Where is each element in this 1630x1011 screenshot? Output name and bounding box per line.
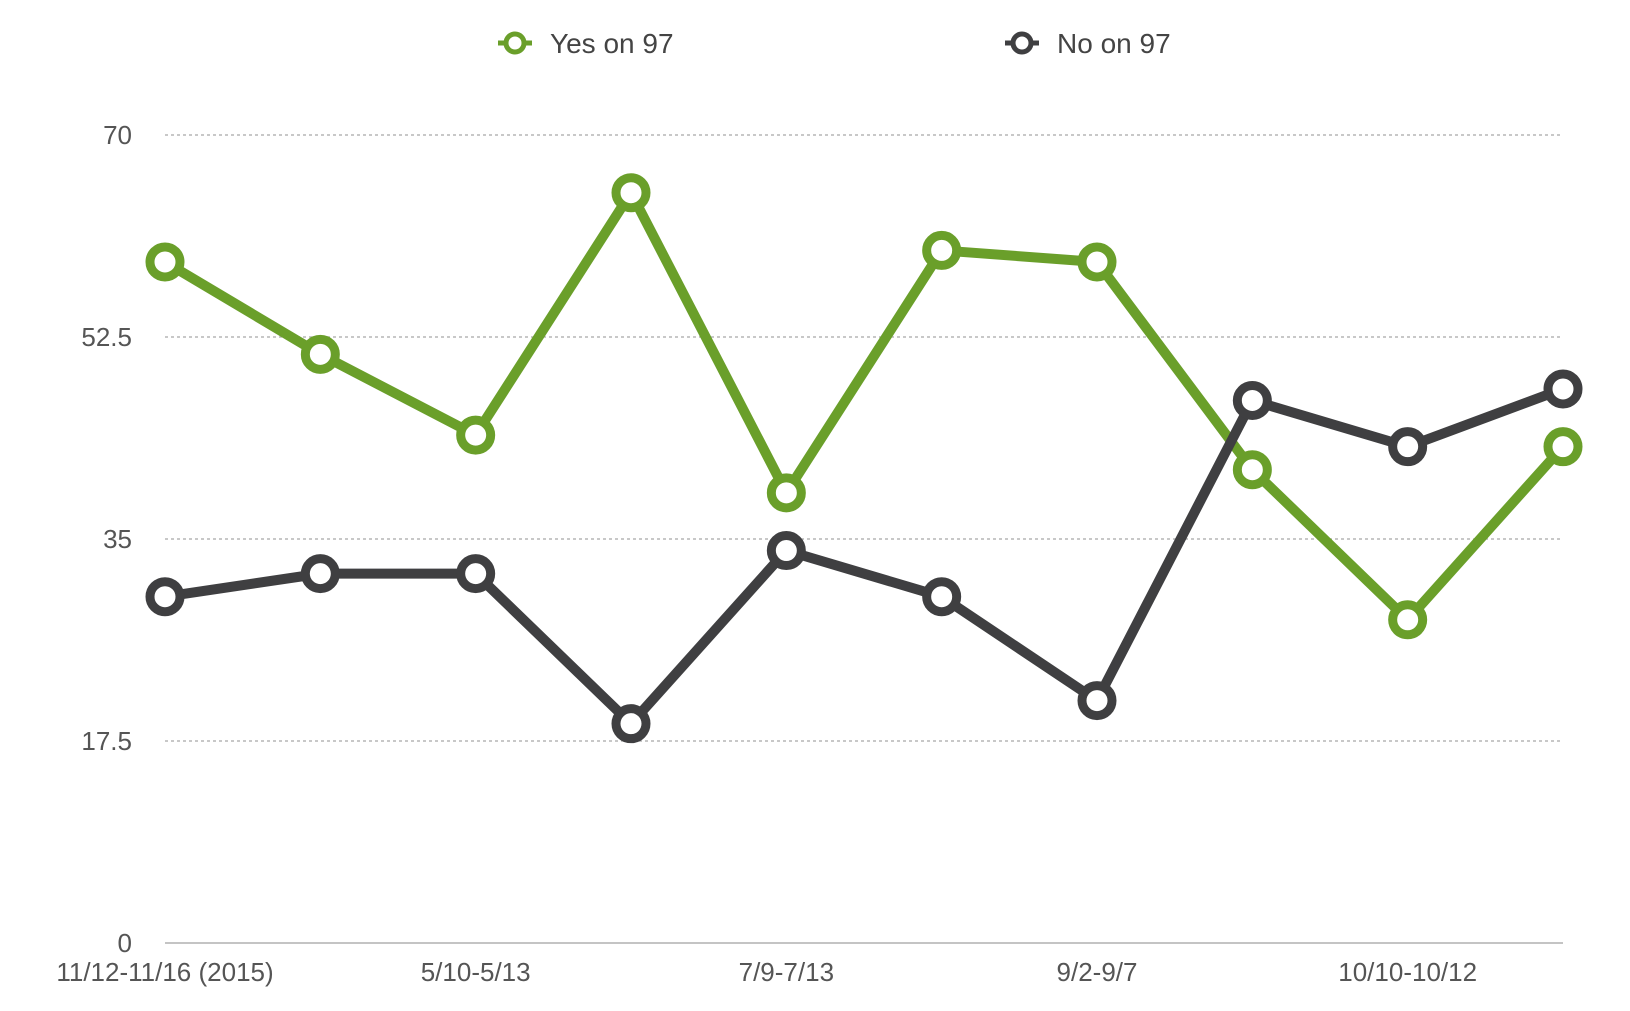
data-point[interactable] [145,242,185,282]
data-point[interactable] [1232,380,1272,420]
data-point[interactable] [300,334,340,374]
data-point[interactable] [1543,369,1583,409]
axis-layer: 0 17.5 35 52.5 70 11/12-11/16 (2015) 5/10-5/13… [56,120,1563,987]
y-tick-label: 52.5 [81,322,132,352]
data-point[interactable] [456,554,496,594]
series-line [160,383,1568,729]
data-point[interactable] [611,704,651,744]
series-yes-on-97 [145,173,1583,640]
data-point[interactable] [1388,427,1428,467]
x-tick-label: 10/10-10/12 [1338,957,1477,987]
data-point[interactable] [456,415,496,455]
legend-label: Yes on 97 [550,28,674,59]
x-tick-label: 5/10-5/13 [421,957,531,987]
legend-item-yes-on-97[interactable]: Yes on 97 [498,28,674,59]
legend-item-no-on-97[interactable]: No on 97 [1005,28,1171,59]
data-point[interactable] [766,473,806,513]
legend-circle-marker [503,31,527,55]
x-tick-label: 7/9-7/13 [739,957,834,987]
y-tick-label: 35 [103,524,132,554]
x-tick-label: 11/12-11/16 (2015) [56,957,273,987]
legend: Yes on 97 No on 97 [498,28,1171,59]
series-layer [145,173,1583,744]
data-point[interactable] [922,577,962,617]
data-point[interactable] [145,577,185,617]
data-point[interactable] [1543,427,1583,467]
data-point[interactable] [1232,450,1272,490]
x-tick-label: 9/2-9/7 [1057,957,1138,987]
grid-layer [165,134,1563,742]
data-point[interactable] [1077,681,1117,721]
series-line [160,187,1568,625]
legend-label: No on 97 [1057,28,1171,59]
series-no-on-97 [145,369,1583,744]
data-point[interactable] [766,531,806,571]
legend-circle-marker [1010,31,1034,55]
y-tick-label: 70 [103,120,132,150]
y-tick-label: 0 [118,928,132,958]
data-point[interactable] [1077,242,1117,282]
data-point[interactable] [611,173,651,213]
data-point[interactable] [300,554,340,594]
data-point[interactable] [922,230,962,270]
y-tick-label: 17.5 [81,726,132,756]
data-point[interactable] [1388,600,1428,640]
